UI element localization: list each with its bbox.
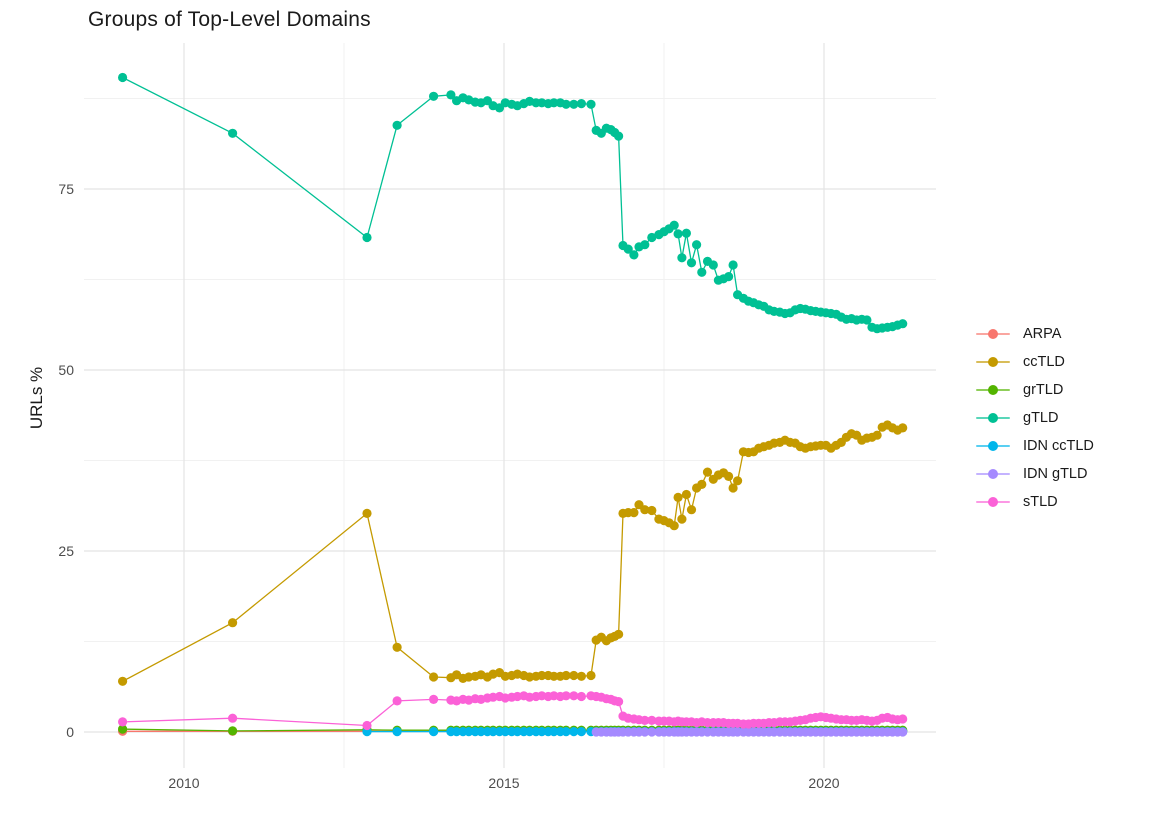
y-tick-label: 0 bbox=[66, 724, 74, 740]
legend-key-icon bbox=[976, 467, 1010, 481]
legend-label: IDN ccTLD bbox=[1023, 438, 1094, 454]
series-points-idn-gtld bbox=[591, 727, 908, 737]
legend-label: ccTLD bbox=[1023, 354, 1065, 370]
legend-item-cctld: ccTLD bbox=[976, 348, 1094, 376]
gridlines-major bbox=[84, 43, 936, 768]
series-line-gtld bbox=[122, 76, 903, 330]
x-tick-label: 2020 bbox=[808, 775, 839, 791]
legend: ARPA ccTLD grTLD gTLD IDN ccTLD IDN gTLD sTLD bbox=[976, 320, 1094, 516]
y-tick-label: 75 bbox=[58, 181, 74, 197]
series-cctld bbox=[118, 420, 908, 686]
legend-label: gTLD bbox=[1023, 410, 1059, 426]
x-tick-label: 2010 bbox=[168, 775, 199, 791]
legend-item-idn-gtld: IDN gTLD bbox=[976, 460, 1094, 488]
series-points-cctld bbox=[118, 420, 908, 686]
legend-item-stld: sTLD bbox=[976, 488, 1094, 516]
legend-key-icon bbox=[976, 327, 1010, 341]
legend-key-icon bbox=[976, 439, 1010, 453]
legend-label: ARPA bbox=[1023, 326, 1062, 342]
legend-item-idn-cctld: IDN ccTLD bbox=[976, 432, 1094, 460]
legend-item-gtld: gTLD bbox=[976, 404, 1094, 432]
series-idn-gtld bbox=[591, 727, 908, 737]
gridlines-minor bbox=[84, 43, 936, 768]
x-tick-label: 2015 bbox=[488, 775, 519, 791]
x-axis-tick-labels: 2010 2015 2020 bbox=[168, 775, 839, 791]
series-points-gtld bbox=[118, 72, 908, 334]
legend-key-icon bbox=[976, 411, 1010, 425]
y-tick-label: 50 bbox=[58, 362, 74, 378]
legend-key-icon bbox=[976, 383, 1010, 397]
legend-item-arpa: ARPA bbox=[976, 320, 1094, 348]
series-line-cctld bbox=[122, 424, 903, 682]
legend-label: sTLD bbox=[1023, 494, 1058, 510]
legend-label: IDN gTLD bbox=[1023, 466, 1088, 482]
legend-item-grtld: grTLD bbox=[976, 376, 1094, 404]
y-tick-label: 25 bbox=[58, 543, 74, 559]
legend-key-icon bbox=[976, 495, 1010, 509]
y-axis-title: URLs % bbox=[27, 366, 47, 430]
series-points-stld bbox=[118, 691, 908, 731]
chart-title: Groups of Top-Level Domains bbox=[88, 8, 371, 31]
legend-label: grTLD bbox=[1023, 382, 1064, 398]
series-stld bbox=[118, 691, 908, 731]
legend-key-icon bbox=[976, 355, 1010, 369]
series-gtld bbox=[118, 72, 908, 334]
y-axis-tick-labels: 0 25 50 75 bbox=[58, 181, 74, 740]
